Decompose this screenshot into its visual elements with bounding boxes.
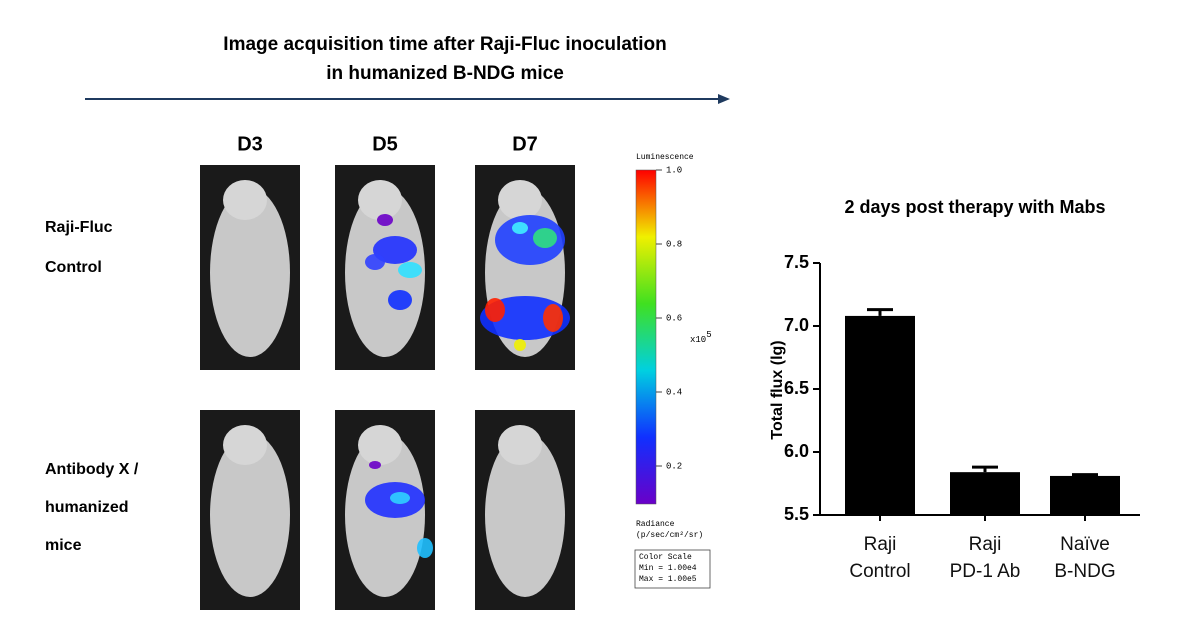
chart-title: 2 days post therapy with Mabs (844, 197, 1105, 217)
signal-blob (398, 262, 422, 278)
row-label: mice (45, 537, 82, 554)
color-scale-title: Luminescence (636, 153, 694, 162)
color-scale-bar (635, 169, 657, 505)
color-scale-tick-label: 0.2 (666, 461, 682, 471)
x-tick-label: Naïve B-NDG (1054, 534, 1116, 582)
row-label: humanized (45, 499, 129, 516)
color-scale-unit: x105 (690, 330, 712, 345)
color-scale-tick-label: 0.6 (666, 313, 682, 323)
color-scale-info: Min = 1.00e4 (639, 564, 697, 573)
color-scale-info: Color Scale (639, 553, 692, 562)
unit: x10 (690, 335, 706, 345)
signal-blob (512, 222, 528, 234)
y-tick-label: 6.5 (784, 378, 809, 398)
column-label: D5 (372, 133, 398, 155)
color-scale-tick-label: 1.0 (666, 165, 682, 175)
color-scale-box (634, 549, 711, 589)
y-tick-label: 6.0 (784, 441, 809, 461)
row-label: Control (45, 259, 102, 276)
radiance-label: Radiance (636, 520, 675, 529)
radiance-label: (p/sec/cm²/sr) (636, 531, 703, 540)
mouse-head (358, 180, 402, 220)
row-label: Antibody X / (45, 461, 139, 478)
bar (845, 315, 915, 515)
x-tick-label: Raji Control (849, 534, 911, 582)
mouse-head (498, 425, 542, 465)
signal-blob (388, 290, 412, 310)
color-scale-tick-label: 0.8 (666, 239, 682, 249)
signal-blob (390, 492, 410, 504)
y-tick-label: 5.5 (784, 504, 809, 524)
header-title: Image acquisition time after Raji-Fluc i… (223, 34, 666, 55)
mouse-body (210, 188, 290, 357)
y-tick-label: 7.0 (784, 315, 809, 335)
column-label: D7 (512, 133, 538, 155)
mouse-head (498, 180, 542, 220)
signal-blob (533, 228, 557, 248)
signal-blob (373, 236, 417, 264)
color-scale-info: Max = 1.00e5 (639, 575, 697, 584)
row-label: Raji-Fluc (45, 219, 113, 236)
signal-blob (365, 254, 385, 270)
signal-blob (369, 461, 381, 469)
mouse-head (223, 180, 267, 220)
bar (950, 472, 1020, 515)
mouse-body (345, 188, 425, 357)
x-tick-label: Raji PD-1 Ab (949, 534, 1021, 582)
signal-blob (417, 538, 433, 558)
unit-exponent: 5 (706, 330, 711, 340)
bar (1050, 475, 1120, 515)
header-title: in humanized B-NDG mice (326, 63, 564, 84)
mouse-body (210, 433, 290, 597)
mouse-head (223, 425, 267, 465)
signal-blob (485, 298, 505, 322)
signal-blob (514, 339, 526, 351)
column-label: D3 (237, 133, 263, 155)
mouse-body (485, 433, 565, 597)
y-tick-label: 7.5 (784, 252, 809, 272)
mouse-images (200, 165, 575, 610)
signal-blob (377, 214, 393, 226)
signal-blob (543, 304, 563, 332)
y-axis-label: Total flux (lg) (769, 340, 786, 439)
mouse-head (358, 425, 402, 465)
color-scale-tick-label: 0.4 (666, 387, 682, 397)
arrow-head (718, 94, 730, 104)
